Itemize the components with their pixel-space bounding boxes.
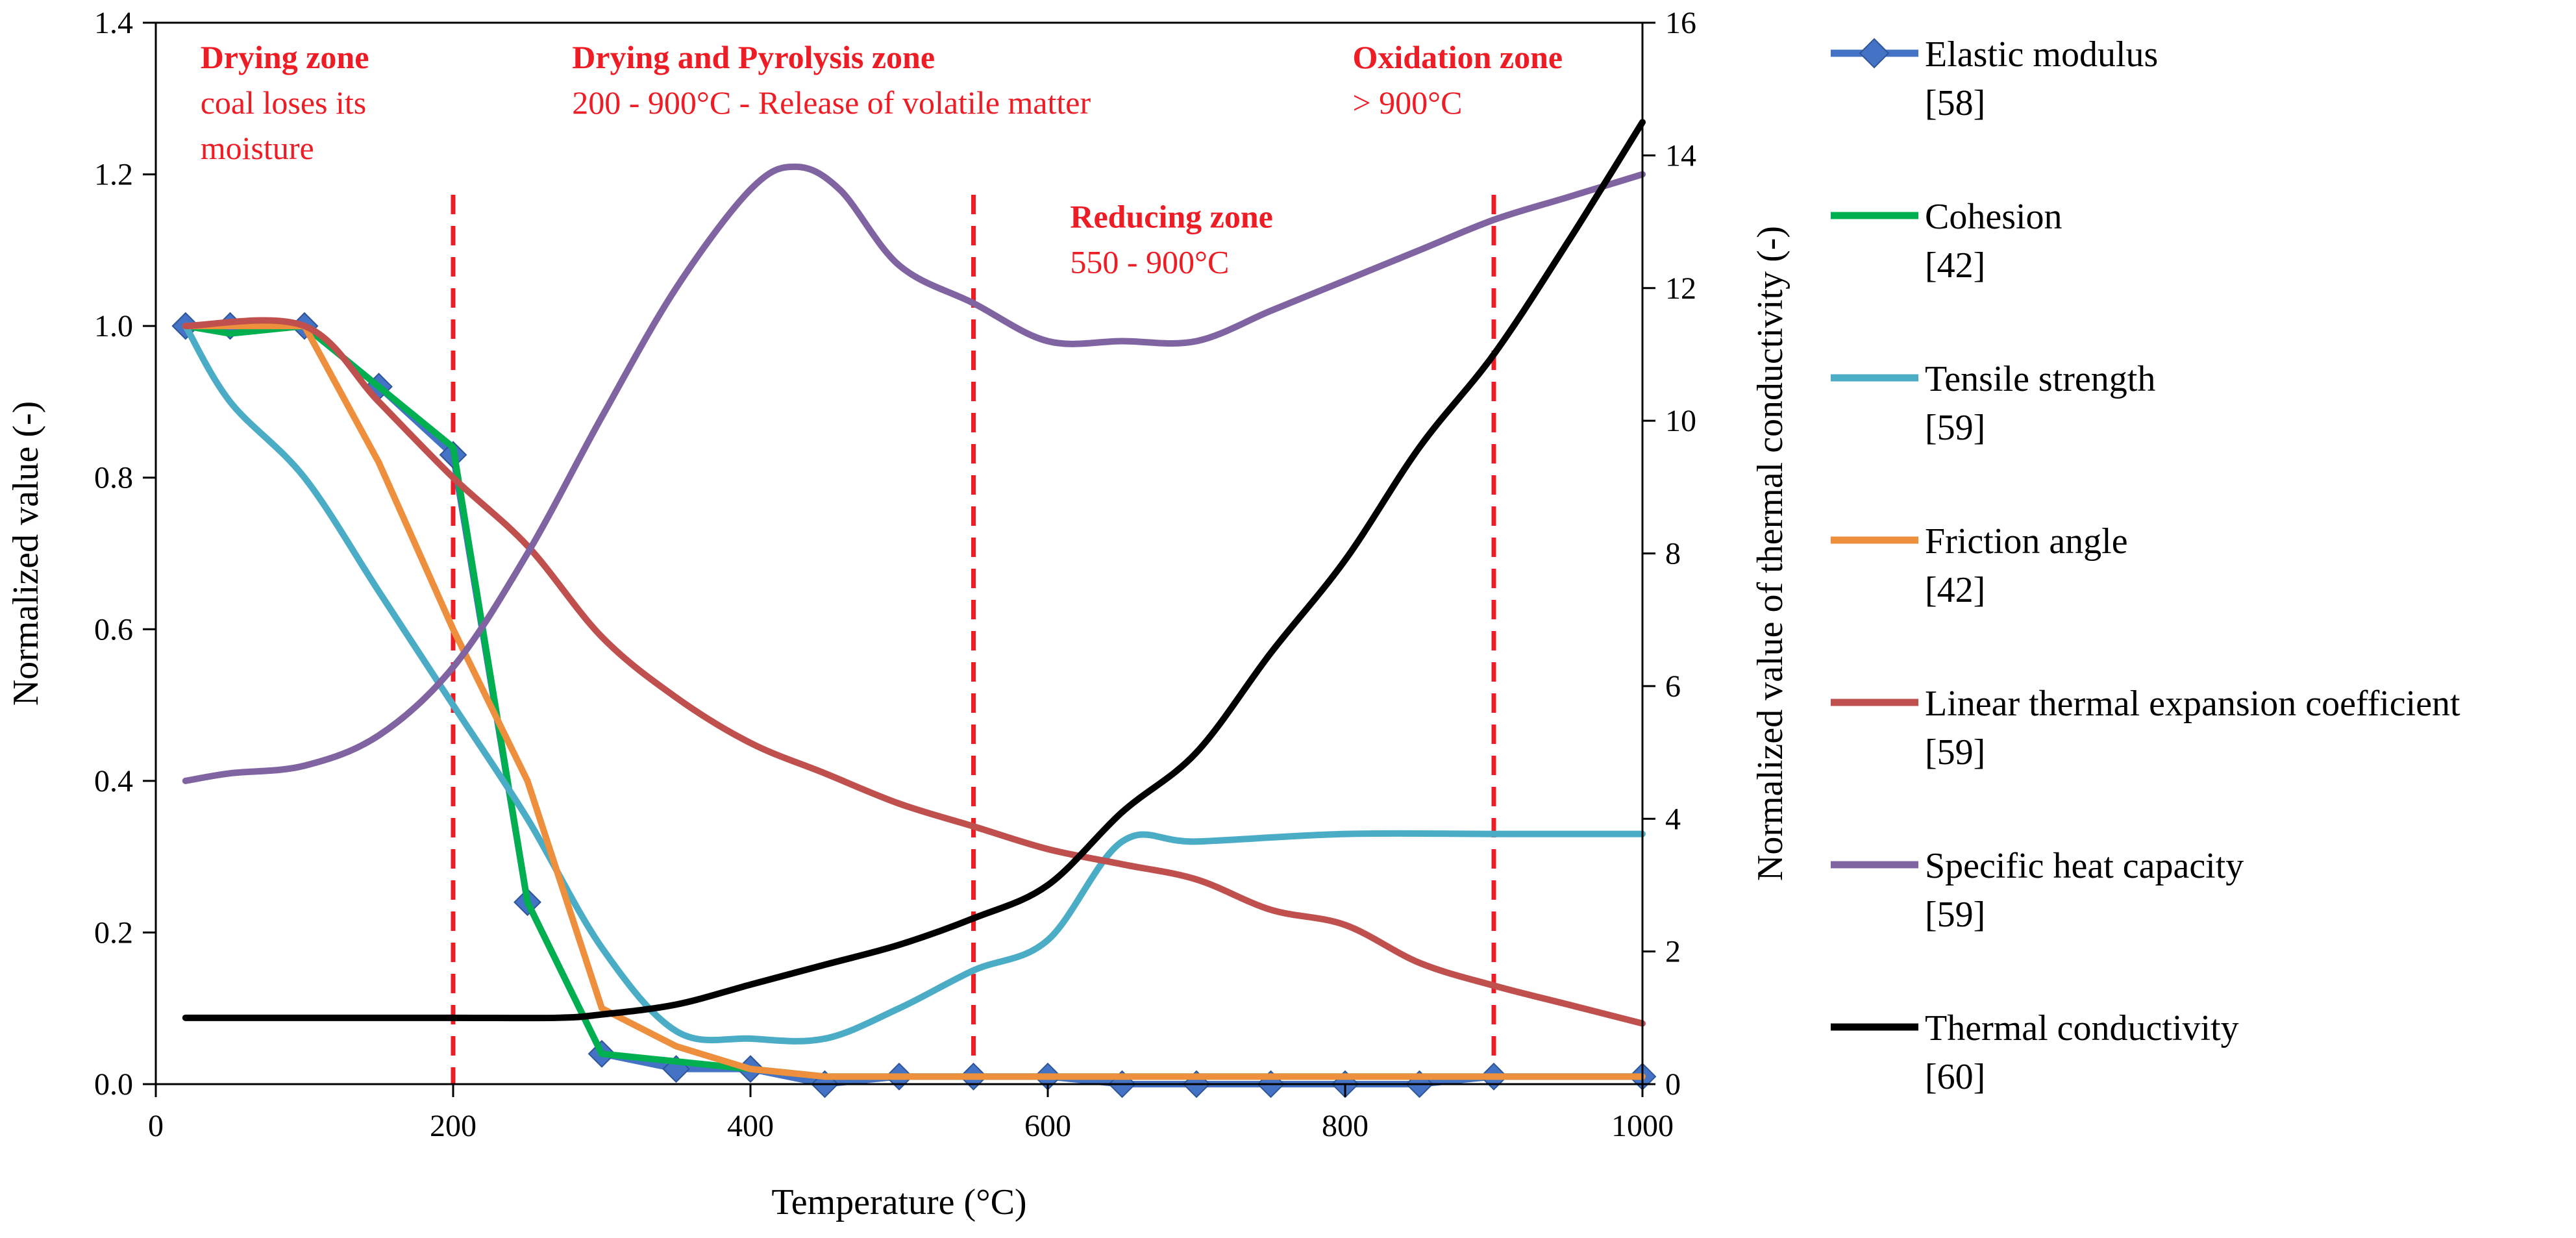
y2-tick-label: 8 (1665, 537, 1681, 571)
zone-description-drying: coal loses its (201, 84, 367, 121)
series-line-linear-thermal-expansion-coefficient (182, 317, 1646, 1027)
x-axis-title: Temperature (°C) (771, 1182, 1026, 1222)
zone-description-pyrolysis: 200 - 900°C - Release of volatile matter (572, 84, 1091, 121)
y2-axis-title: Normalized value of thermal conductivity… (1750, 226, 1790, 881)
x-tick-label: 200 (430, 1109, 477, 1143)
legend-label-thermal-conductivity: Thermal conductivity (1925, 1008, 2239, 1048)
series-line-specific-heat-capacity (182, 163, 1646, 784)
legend-label-cohesion: Cohesion (1925, 197, 2062, 237)
y2-tick-label: 12 (1665, 271, 1696, 306)
zone-title-pyrolysis: Drying and Pyrolysis zone (572, 39, 935, 75)
legend: Elastic modulus [58] Cohesion [42] Tensile s… (1831, 34, 2460, 1097)
y-tick-label: 1.2 (94, 158, 133, 192)
x-tick-label: 600 (1024, 1109, 1071, 1143)
legend-label-linear-thermal-expansion-coefficient: Linear thermal expansion coefficient (1925, 684, 2460, 724)
legend-ref-elastic-modulus: [58] (1925, 83, 1985, 123)
y-tick-label: 1.0 (94, 309, 133, 343)
y2-tick-label: 2 (1665, 935, 1681, 969)
zone-title-drying: Drying zone (201, 39, 369, 75)
zone-description-oxidation: > 900°C (1352, 84, 1462, 121)
x-tick-label: 1000 (1611, 1109, 1674, 1143)
series-line-thermal-conductivity (182, 119, 1646, 1022)
series-line-tensile-strength (182, 323, 1646, 1045)
legend-ref-cohesion: [42] (1925, 245, 1985, 286)
zone-title-reducing: Reducing zone (1070, 198, 1273, 234)
y2-tick-label: 10 (1665, 404, 1696, 438)
plot-frame (155, 21, 1644, 1085)
y-tick-label: 0.6 (94, 612, 133, 647)
legend-label-elastic-modulus: Elastic modulus (1925, 34, 2158, 75)
y2-tick-label: 0 (1665, 1067, 1681, 1102)
series-line-friction-angle (182, 323, 1646, 1080)
legend-ref-specific-heat-capacity: [59] (1925, 895, 1985, 935)
series-lines (171, 119, 1657, 1098)
legend-ref-friction-angle: [42] (1925, 570, 1985, 610)
zone-description-drying: moisture (201, 130, 314, 166)
legend-label-friction-angle: Friction angle (1925, 521, 2128, 562)
legend-ref-tensile-strength: [59] (1925, 408, 1985, 448)
x-tick-label: 400 (727, 1109, 774, 1143)
zone-description-reducing: 550 - 900°C (1070, 243, 1229, 280)
legend-marker-diamond (1859, 38, 1890, 69)
y-axis-title: Normalized value (-) (6, 401, 46, 706)
legend-ref-thermal-conductivity: [60] (1925, 1057, 1985, 1097)
y2-tick-label: 14 (1665, 138, 1696, 173)
legend-ref-linear-thermal-expansion-coefficient: [59] (1925, 732, 1985, 773)
legend-label-specific-heat-capacity: Specific heat capacity (1925, 846, 2244, 886)
zone-boundaries (451, 195, 1496, 1084)
y2-tick-label: 4 (1665, 802, 1681, 836)
y2-tick-label: 6 (1665, 669, 1681, 704)
legend-label-tensile-strength: Tensile strength (1925, 359, 2155, 399)
y-tick-label: 0.8 (94, 461, 133, 495)
axes: 0 200 400 600 800 1000 0.0 0.2 0.4 0.6 0.8 1.0 1.2 1.… (6, 6, 1790, 1222)
zone-title-oxidation: Oxidation zone (1352, 39, 1563, 75)
y-tick-label: 0.4 (94, 764, 133, 799)
y-tick-label: 0.0 (94, 1067, 133, 1102)
x-tick-label: 800 (1322, 1109, 1368, 1143)
x-tick-label: 0 (148, 1109, 164, 1143)
zone-annotations: Drying zone coal loses its moisture Drying … (201, 39, 1563, 280)
y-tick-label: 1.4 (94, 6, 133, 40)
y-tick-label: 0.2 (94, 915, 133, 950)
y2-tick-label: 16 (1665, 6, 1696, 40)
